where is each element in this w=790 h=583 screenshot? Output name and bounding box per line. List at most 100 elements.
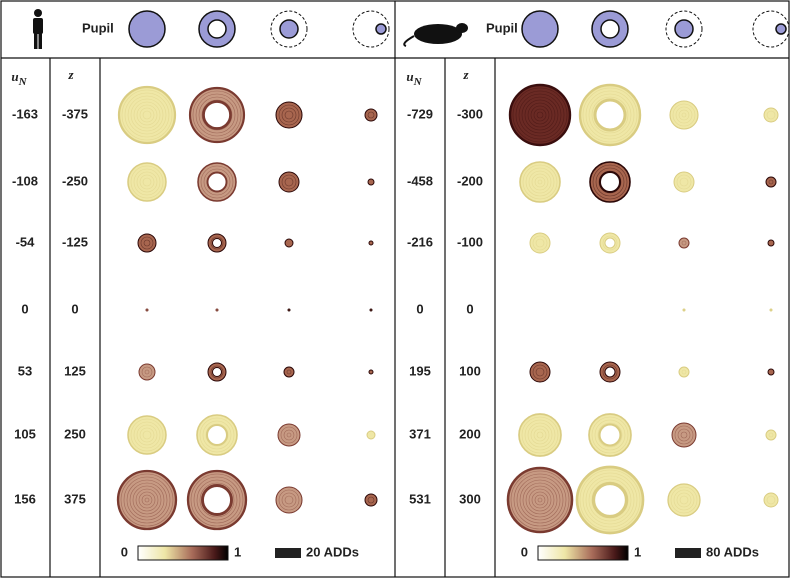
psf-hole [201,484,233,516]
psf-ring [513,473,567,527]
psf-ring [588,478,632,522]
psf-ring [142,177,152,187]
colorbar-min: 0 [121,544,128,559]
pupil-icon [665,10,703,48]
colorbar-max: 1 [234,544,241,559]
psf-disk [667,483,701,517]
psf-disk [117,85,177,145]
psf-disk [366,430,376,440]
psf-ring [286,369,292,375]
psf-disk [669,100,699,130]
pupil-icon [775,23,787,35]
u-value: 531 [409,491,431,506]
psf-ring [518,93,562,137]
colorbar-max: 1 [634,544,641,559]
psf-ring [210,236,224,250]
psf-hole [591,481,629,519]
psf-disk [765,176,777,188]
z-value: -200 [457,173,483,188]
pupil-icon [375,23,387,35]
u-value: 0 [21,301,28,316]
u-value: 53 [18,363,32,378]
psf-ring [202,420,232,450]
psf-ring [592,164,628,200]
psf-ring [681,112,687,118]
psf-ring [676,492,692,508]
human-icon [33,9,43,49]
psf-ring [521,96,559,134]
scale-bar [675,548,701,558]
pupil-icon [674,19,694,39]
psf-ring [193,476,241,524]
psf-ring [280,426,298,444]
u-value: 195 [409,363,431,378]
psf-ring [525,167,555,197]
psf-ring [120,473,174,527]
psf-disk [283,366,295,378]
psf-ring [531,491,549,509]
psf-ring [527,102,553,128]
u-subscript: N [18,76,28,88]
psf-ring [199,482,235,518]
psf-ring [582,87,638,143]
psf-ring [588,93,632,137]
psf-disk [127,415,167,455]
psf-hole [604,237,616,249]
psf-disk [275,486,303,514]
psf-ring [582,472,638,528]
psf-ring [534,176,546,188]
psf-ring [281,492,297,508]
colorbar-min: 0 [521,544,528,559]
psf-ring [210,365,224,379]
z-value: 125 [64,363,86,378]
mouse-icon [403,23,468,47]
psf-ring [123,476,171,524]
psf-ring [674,425,694,445]
psf-hole [202,100,232,130]
psf-ring [681,369,687,375]
u-label: u [406,69,413,84]
psf-disk [138,363,156,381]
psf-ring [534,494,546,506]
psf-disk [682,308,686,312]
psf-ring [136,424,158,446]
psf-hole [212,367,222,377]
psf-ring [200,165,234,199]
psf-disk [145,308,149,312]
psf-ring [143,239,151,247]
psf-ring [672,103,696,127]
u-value: -108 [12,173,38,188]
psf-ring [130,165,164,199]
psf-ring [528,488,552,512]
z-value: -100 [457,234,483,249]
z-value: 100 [459,363,481,378]
psf-ring [591,416,629,454]
pupil-icon [128,10,166,48]
psf-disk [767,368,775,376]
col-header-z: z [462,67,469,82]
z-value: 0 [71,301,78,316]
psf-ring [602,235,618,251]
psf-disk [678,366,690,378]
scale-bar-label: 80 ADDs [706,544,759,559]
pupil-icon [270,10,308,48]
psf-ring [284,177,294,187]
psf-ring [579,469,641,531]
psf-disk [767,239,775,247]
psf-ring [198,96,236,134]
psf-hole [604,366,616,378]
psf-ring [521,416,559,454]
psf-hole [599,171,621,193]
psf-ring [536,431,544,439]
psf-ring [132,485,162,515]
psf-ring [142,430,152,440]
pupil-icon [352,10,390,48]
psf-ring [597,422,623,448]
psf-disk [116,469,178,531]
psf-disk [763,492,779,508]
psf-ring [519,479,561,521]
psf-disk [506,466,574,534]
u-value: -54 [16,234,36,249]
psf-ring [528,170,552,194]
